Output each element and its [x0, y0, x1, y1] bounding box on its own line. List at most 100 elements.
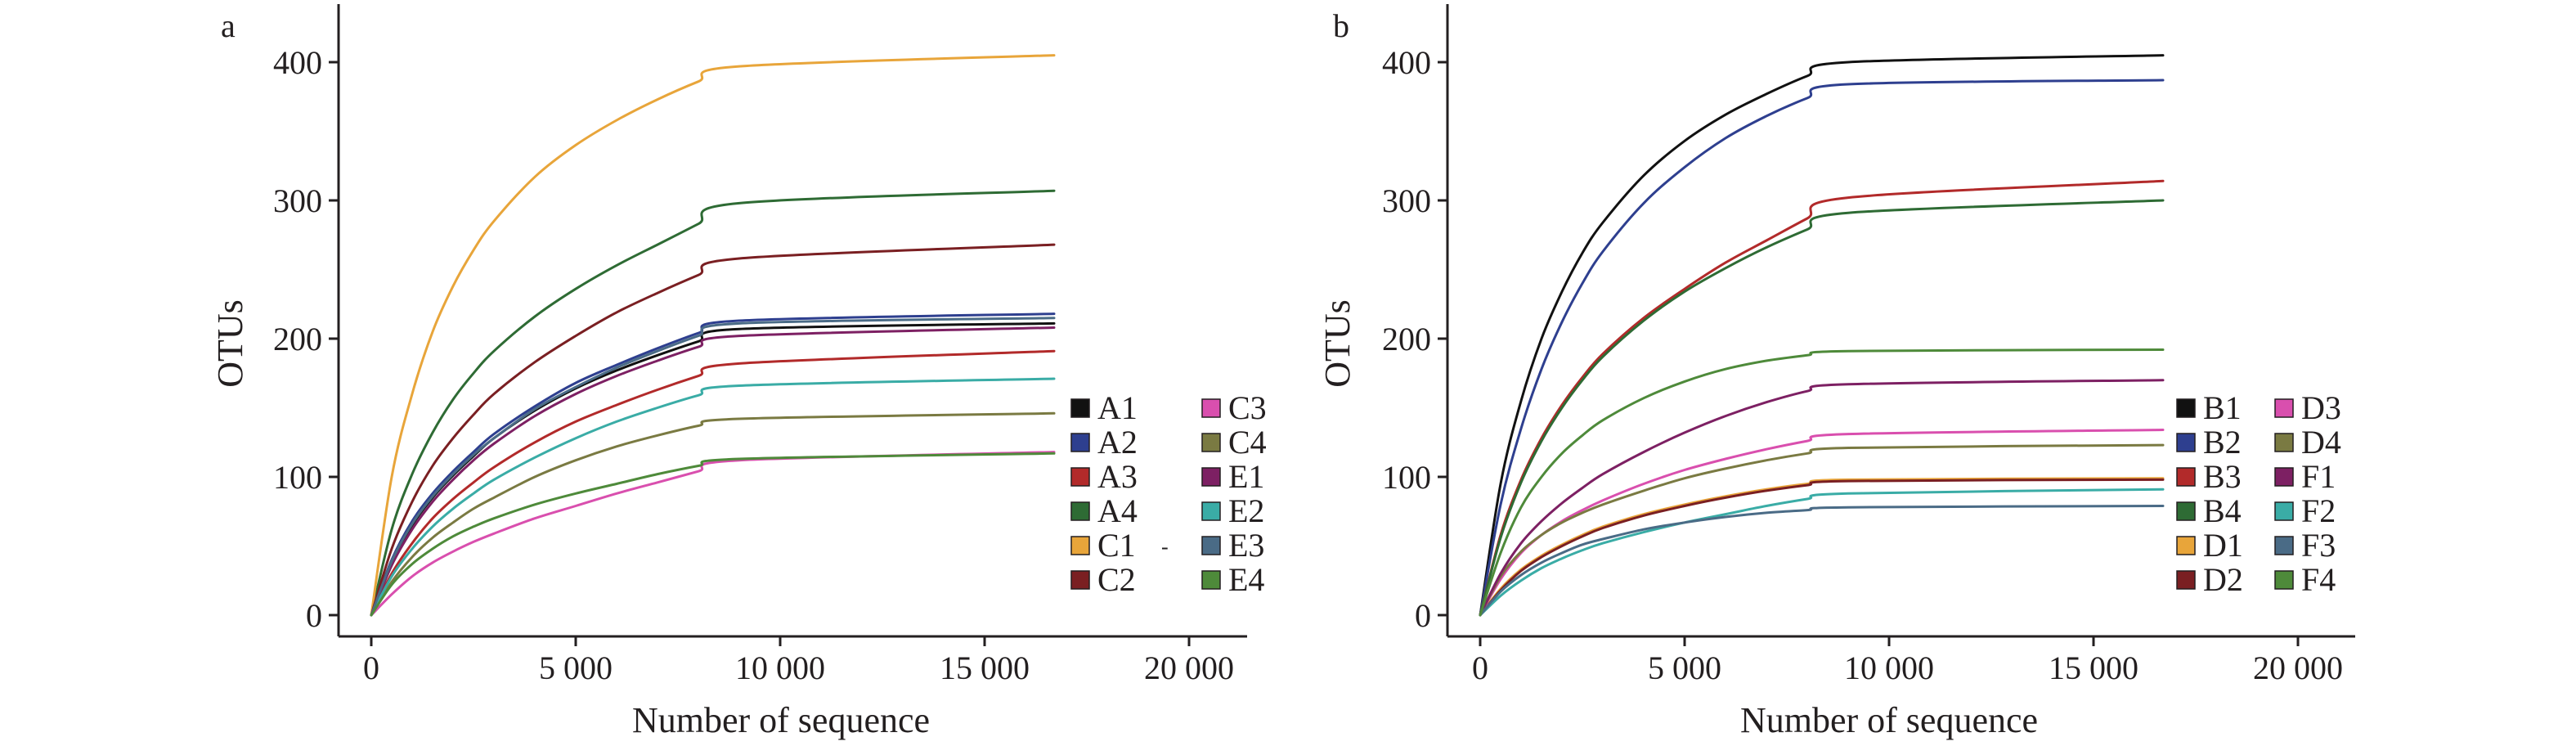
legend-label-d1: D1 [2203, 527, 2243, 564]
legend-label-a3: A3 [1097, 458, 1138, 495]
series-line-c1 [370, 54, 1056, 617]
panel-b-series [1479, 54, 2165, 617]
legend-label-b1: B1 [2203, 389, 2242, 426]
x-tick-label: 10 000 [735, 649, 825, 686]
legend-swatch-c3 [1201, 398, 1221, 418]
series-line-f4 [1479, 348, 2165, 617]
x-tick-label: 10 000 [1844, 649, 1934, 686]
series-line-a2 [370, 312, 1056, 617]
legend-swatch-e1 [1201, 467, 1221, 487]
panel-b-ticks: 0 5 000 10 000 15 000 20 000 0 100 200 300 400 [1382, 44, 2343, 686]
series-line-a4 [370, 189, 1056, 617]
legend-swatch-f3 [2274, 536, 2294, 555]
x-tick-label: 20 000 [1144, 649, 1234, 686]
legend-swatch-d2 [2176, 570, 2196, 590]
series-line-d2 [1479, 478, 2165, 617]
legend-label-d3: D3 [2301, 389, 2341, 426]
series-line-e1 [370, 326, 1056, 617]
series-line-b2 [1479, 79, 2165, 617]
legend-label-f3: F3 [2301, 527, 2336, 564]
legend-swatch-b3 [2176, 467, 2196, 487]
legend-label-a4: A4 [1097, 492, 1138, 529]
y-tick-label: 300 [1382, 182, 1431, 219]
legend-swatch-d4 [2274, 433, 2294, 452]
legend-swatch-a3 [1070, 467, 1090, 487]
legend-swatch-f4 [2274, 570, 2294, 590]
series-line-f3 [1479, 505, 2165, 617]
y-tick-label: 300 [273, 182, 322, 219]
panel-b-label: b [1333, 7, 1349, 44]
legend-swatch-f1 [2274, 467, 2294, 487]
series-line-c4 [370, 411, 1056, 617]
x-tick-label: 5 000 [1648, 649, 1721, 686]
legend-swatch-a1 [1070, 398, 1090, 418]
series-line-d4 [1479, 443, 2165, 617]
series-line-c2 [370, 243, 1056, 617]
series-line-a3 [370, 349, 1056, 617]
legend-swatch-a4 [1070, 501, 1090, 521]
legend-swatch-c2 [1070, 570, 1090, 590]
panel-a-y-axis-title: OTUs [210, 299, 250, 388]
legend-label-c4: C4 [1228, 424, 1267, 461]
legend-label-d2: D2 [2203, 561, 2243, 598]
panel-b: b OTUs Number of sequence 0 5 000 10 000 15… [1317, 4, 2355, 740]
legend-swatch-c1 [1070, 536, 1090, 555]
legend-label-c2: C2 [1097, 561, 1136, 598]
panel-b-y-axis-title: OTUs [1317, 299, 1358, 388]
legend-swatch-a2 [1070, 433, 1090, 452]
x-tick-label: 15 000 [940, 649, 1030, 686]
y-tick-label: 100 [273, 459, 322, 496]
y-tick-label: 0 [306, 597, 322, 634]
legend-label-d4: D4 [2301, 424, 2341, 461]
legend-label-b4: B4 [2203, 492, 2242, 529]
panel-a: a OTUs Number of sequence 0 5 000 10 000 15… [210, 4, 1267, 740]
legend-swatch-c4 [1201, 433, 1221, 452]
legend-label-c3: C3 [1228, 389, 1267, 426]
legend-label-e3: E3 [1228, 527, 1264, 564]
series-line-b1 [1479, 54, 2165, 617]
legend-label-a2: A2 [1097, 424, 1138, 461]
legend-label-b2: B2 [2203, 424, 2242, 461]
series-line-e4 [370, 452, 1056, 617]
y-tick-label: 0 [1415, 597, 1431, 634]
legend-swatch-b2 [2176, 433, 2196, 452]
panel-a-series [370, 54, 1056, 617]
y-tick-label: 200 [1382, 321, 1431, 357]
legend-swatch-e2 [1201, 501, 1221, 521]
legend-label-e2: E2 [1228, 492, 1264, 529]
legend-swatch-e4 [1201, 570, 1221, 590]
legend-label-c1: C1 [1097, 527, 1136, 564]
legend-label-f4: F4 [2301, 561, 2336, 598]
x-tick-label: 0 [363, 649, 379, 686]
legend-label-e4: E4 [1228, 561, 1264, 598]
series-line-f2 [1479, 488, 2165, 617]
x-tick-label: 5 000 [539, 649, 613, 686]
series-line-d3 [1479, 429, 2165, 617]
x-tick-label: 20 000 [2253, 649, 2343, 686]
x-tick-label: 15 000 [2049, 649, 2138, 686]
y-tick-label: 100 [1382, 459, 1431, 496]
stray-mark: - [1161, 535, 1169, 559]
series-line-e2 [370, 377, 1056, 617]
x-tick-label: 0 [1472, 649, 1488, 686]
legend-label-e1: E1 [1228, 458, 1264, 495]
legend-swatch-d3 [2274, 398, 2294, 418]
legend-swatch-b1 [2176, 398, 2196, 418]
legend-label-a1: A1 [1097, 389, 1138, 426]
legend-label-f1: F1 [2301, 458, 2336, 495]
series-line-f1 [1479, 379, 2165, 617]
y-tick-label: 400 [273, 44, 322, 81]
panel-b-x-axis-title: Number of sequence [1740, 700, 2038, 740]
series-line-c3 [370, 451, 1056, 617]
legend-swatch-b4 [2176, 501, 2196, 521]
panel-a-x-axis-title: Number of sequence [632, 700, 930, 740]
legend-label-f2: F2 [2301, 492, 2336, 529]
legend-swatch-e3 [1201, 536, 1221, 555]
legend-swatch-d1 [2176, 536, 2196, 555]
legend-label-b3: B3 [2203, 458, 2242, 495]
y-tick-label: 200 [273, 321, 322, 357]
